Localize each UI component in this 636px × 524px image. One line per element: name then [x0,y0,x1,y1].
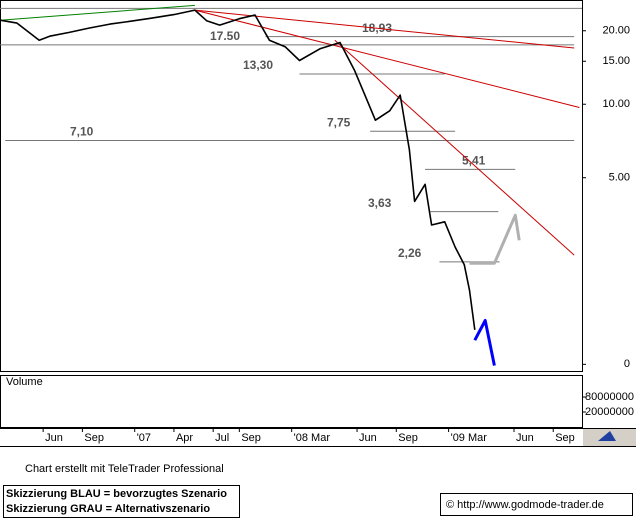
trendline [194,9,575,49]
y-tick-label: 20.00 [602,25,630,37]
x-tick-label: Jun [359,432,377,444]
x-tick-label: Jul [215,432,229,444]
level-label: 2,26 [398,246,422,260]
y-tick-label: 0 [624,358,630,370]
x-tick-label: Sep [241,432,261,444]
y-tick-label: 15.00 [602,55,630,67]
x-tick-label: Jun [45,432,63,444]
legend-grey: Skizzierung GRAU = Alternativszenario [6,503,210,515]
level-label: 3,63 [368,196,392,210]
volume-tick-label: 20000000 [585,406,634,418]
level-label: 13,30 [243,58,273,72]
volume-tick-label: 80000000 [585,391,634,403]
x-tick-label: '09 Mar [451,432,488,444]
scenario-line [469,213,521,265]
url: © http://www.godmode-trader.de [446,499,604,511]
x-tick-label: Sep [84,432,104,444]
level-label: 18,93 [362,21,392,35]
legend-box [3,485,240,518]
x-tick-label: Apr [176,432,193,444]
credit: Chart erstellt mit TeleTrader Profession… [25,463,224,475]
volume-label: Volume [6,376,43,388]
x-tick-label: '07 [137,432,151,444]
level-label: 17.50 [210,29,240,43]
price-line [0,9,476,331]
legend-blue: Skizzierung BLAU = bevorzugtes Szenario [6,488,227,500]
level-label: 7,10 [70,125,94,139]
url-box [440,493,633,516]
x-tick-label: Sep [398,432,418,444]
level-label: 5,41 [462,154,486,168]
trendline [0,4,195,21]
trendline [334,39,575,256]
volume-panel [0,375,583,428]
x-tick-label: Sep [555,432,575,444]
y-tick-label: 10.00 [602,98,630,110]
price-panel [0,0,583,372]
scenario-line [473,319,496,366]
x-tick-label: '08 Mar [294,432,331,444]
tool-icon [598,431,616,441]
y-tick-label: 5.00 [609,172,630,184]
level-label: 7,75 [327,115,351,129]
trendline [194,9,580,108]
x-tick-label: Jun [516,432,534,444]
